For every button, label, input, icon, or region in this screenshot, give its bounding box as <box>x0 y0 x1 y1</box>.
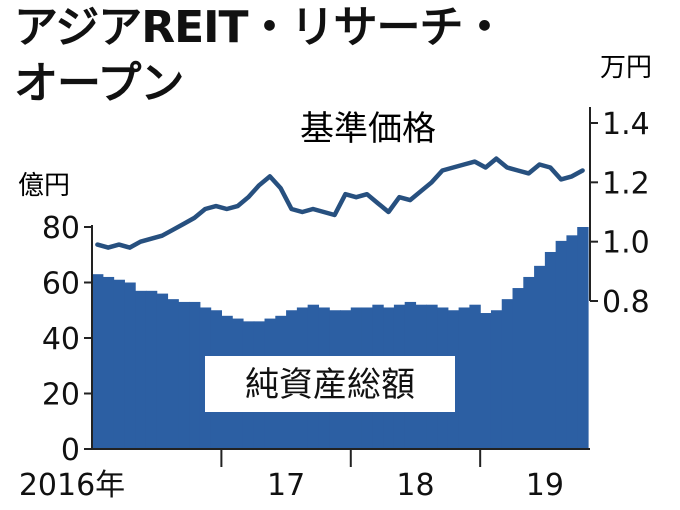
x-axis-tick-labels: 2016年 17 18 19 <box>19 468 564 503</box>
net-assets-bar <box>469 304 481 449</box>
net-assets-label-background <box>205 356 455 412</box>
x-axis-tick-label: 17 <box>267 468 305 503</box>
net-assets-bar <box>92 274 104 449</box>
chart-title-line2: オープン <box>14 58 184 109</box>
right-axis-tick-label: 1.0 <box>602 226 650 261</box>
left-axis-tick-label: 0 <box>61 433 80 468</box>
right-axis-tick-label: 1.2 <box>602 166 650 201</box>
net-assets-bar <box>113 279 125 449</box>
x-axis-tick-label: 2016年 <box>19 468 125 503</box>
net-assets-bar <box>555 240 568 450</box>
net-assets-bar <box>189 301 201 449</box>
net-assets-bar <box>577 227 589 449</box>
left-axis-tick-label: 60 <box>42 267 80 302</box>
right-axis-tick-label: 0.8 <box>602 285 650 320</box>
nav-line <box>95 156 585 250</box>
net-assets-bar <box>490 310 503 449</box>
net-assets-bar <box>534 265 546 449</box>
net-assets-bar <box>480 313 492 449</box>
nav-series-label: 基準価格 <box>300 109 436 149</box>
x-axis-tick-label: 19 <box>526 468 564 503</box>
net-assets-bar <box>458 307 470 449</box>
left-axis-unit: 億円 <box>18 171 70 201</box>
net-assets-bar <box>156 293 169 449</box>
net-assets-bar <box>167 299 179 449</box>
net-assets-series-label: 純資産総額 <box>245 365 415 405</box>
x-axis-tick-label: 18 <box>396 468 434 503</box>
net-assets-bar <box>135 290 147 449</box>
right-axis-tick-label: 1.4 <box>602 107 650 142</box>
net-assets-area <box>92 227 589 450</box>
axes <box>84 107 598 467</box>
net-assets-bar <box>523 276 535 449</box>
right-axis-unit: 万円 <box>600 53 652 83</box>
left-axis-tick-labels: 80 60 40 20 0 <box>42 211 80 468</box>
net-assets-bar <box>145 290 158 449</box>
left-axis-tick-label: 20 <box>42 378 80 413</box>
right-axis-tick-labels: 1.4 1.2 1.0 0.8 <box>602 107 650 320</box>
net-assets-bar <box>544 251 557 449</box>
left-axis-tick-label: 80 <box>42 211 80 246</box>
left-axis-tick-label: 40 <box>42 322 80 357</box>
net-assets-bar <box>501 299 514 449</box>
net-assets-bar <box>102 276 115 449</box>
net-assets-bar <box>178 301 190 449</box>
net-assets-bar <box>124 282 136 449</box>
net-assets-bar <box>566 235 578 449</box>
net-assets-bar <box>512 288 524 449</box>
chart-title-line1: アジアREIT・リサーチ・ <box>14 2 507 53</box>
